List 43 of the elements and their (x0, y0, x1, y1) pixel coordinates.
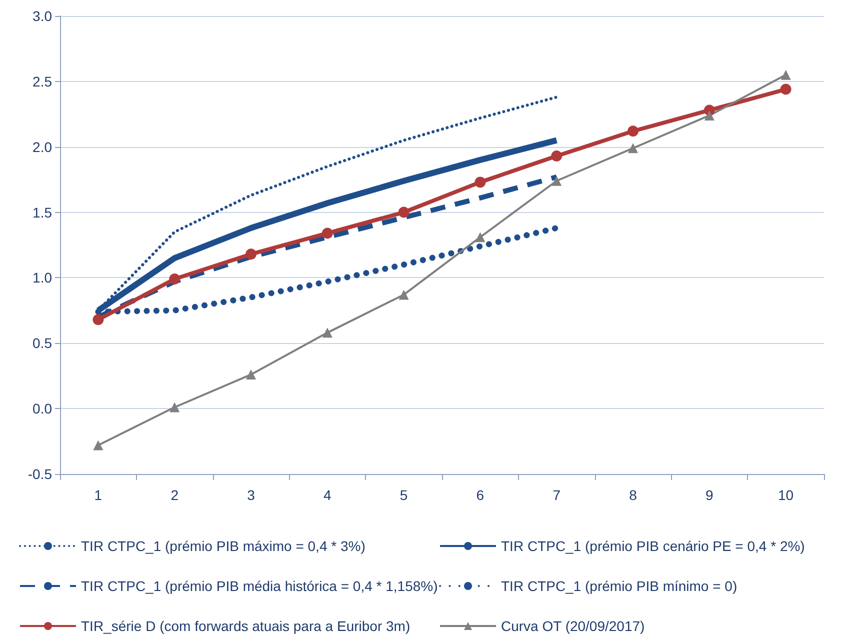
point (780, 70, 791, 80)
point (398, 206, 410, 218)
point (475, 232, 486, 242)
y-tick-label: 2.0 (32, 138, 52, 155)
y-tick-label: 0.0 (32, 400, 52, 417)
point (551, 150, 562, 162)
y-tick-label: 1.5 (32, 204, 52, 220)
point (628, 126, 638, 137)
point (398, 290, 409, 300)
y-tick-label: 1.0 (32, 270, 52, 286)
y-tick-label: 2.5 (32, 73, 52, 90)
x-tick-label: 3 (247, 487, 256, 503)
y-tick-label: 0.5 (32, 335, 52, 352)
point (246, 248, 256, 260)
point (704, 110, 714, 120)
point (169, 274, 180, 285)
point (170, 402, 180, 412)
point (474, 176, 486, 188)
point (246, 370, 256, 380)
x-tick-label: 8 (629, 487, 638, 503)
legend-label: TIR CTPC_1 (prémio PIB média histórica = 0,4 * 1,158%) (81, 578, 438, 594)
x-tick-label: 9 (706, 487, 714, 503)
x-tick-label: 5 (400, 487, 408, 503)
point (92, 314, 104, 326)
x-tick-label: 6 (476, 487, 484, 503)
point (93, 440, 104, 450)
point (780, 84, 792, 95)
legend-label: TIR CTPC_1 (prémio PIB máximo = 0,4 * 3%) (81, 538, 366, 554)
point (322, 328, 332, 338)
point (552, 176, 562, 186)
legend-label: TIR CTPC_1 (prémio PIB mínimo = 0) (501, 578, 738, 594)
x-tick-label: 1 (94, 487, 102, 503)
x-tick-label: 4 (324, 487, 332, 503)
point (322, 228, 333, 239)
y-tick-label: 3.0 (32, 8, 52, 24)
y-tick-label: -0.5 (28, 466, 52, 482)
x-tick-label: 7 (552, 487, 561, 503)
legend-label: Curva OT (20/09/2017) (501, 618, 645, 634)
point (628, 143, 638, 154)
legend-label: TIR_série D (com forwards atuais para a Euribor 3m) (81, 618, 410, 634)
x-tick-label: 10 (778, 487, 794, 503)
legend-label: TIR CTPC_1 (prémio PIB cenário PE = 0,4 * 2%) (501, 538, 805, 554)
x-tick-label: 2 (170, 487, 179, 503)
